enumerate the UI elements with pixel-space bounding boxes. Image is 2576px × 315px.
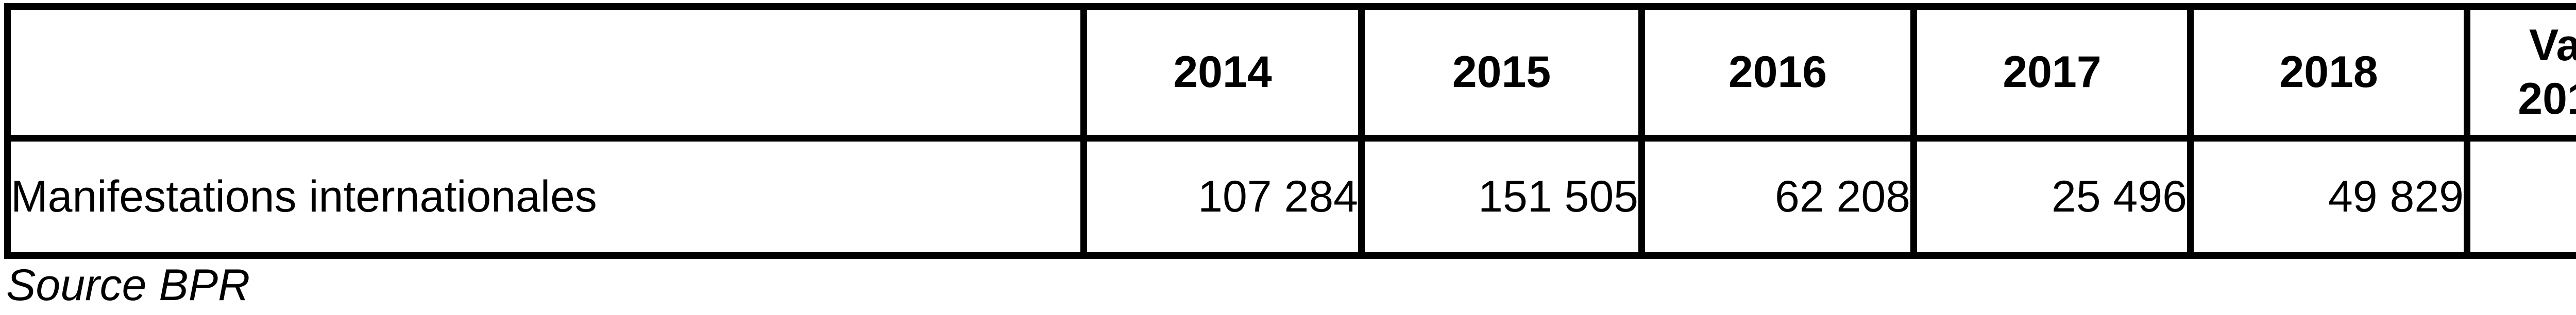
header-row: 2014 2015 2016 2017 2018 Variation 2018/…	[8, 7, 2576, 138]
table-row-manifestations-internationales: Manifestations internationales 107 284 1…	[8, 138, 2576, 256]
statistics-table: 2014 2015 2016 2017 2018 Variation 2018/…	[4, 3, 2576, 259]
value-2018: 49 829	[2191, 138, 2467, 256]
row-label: Manifestations internationales	[8, 138, 1084, 256]
header-variation-2018-2017: Variation 2018/2017	[2467, 7, 2576, 138]
value-2014: 107 284	[1084, 138, 1362, 256]
value-variation-2018-2017: 95,44%	[2467, 138, 2576, 256]
value-2017: 25 496	[1914, 138, 2191, 256]
value-2015: 151 505	[1362, 138, 1642, 256]
value-2016: 62 208	[1642, 138, 1914, 256]
header-year-2014: 2014	[1084, 7, 1362, 138]
header-year-2017: 2017	[1914, 7, 2191, 138]
header-year-2018: 2018	[2191, 7, 2467, 138]
header-year-2016: 2016	[1642, 7, 1914, 138]
header-corner-empty	[8, 7, 1084, 138]
header-year-2015: 2015	[1362, 7, 1642, 138]
source-note: Source BPR	[6, 260, 2576, 311]
